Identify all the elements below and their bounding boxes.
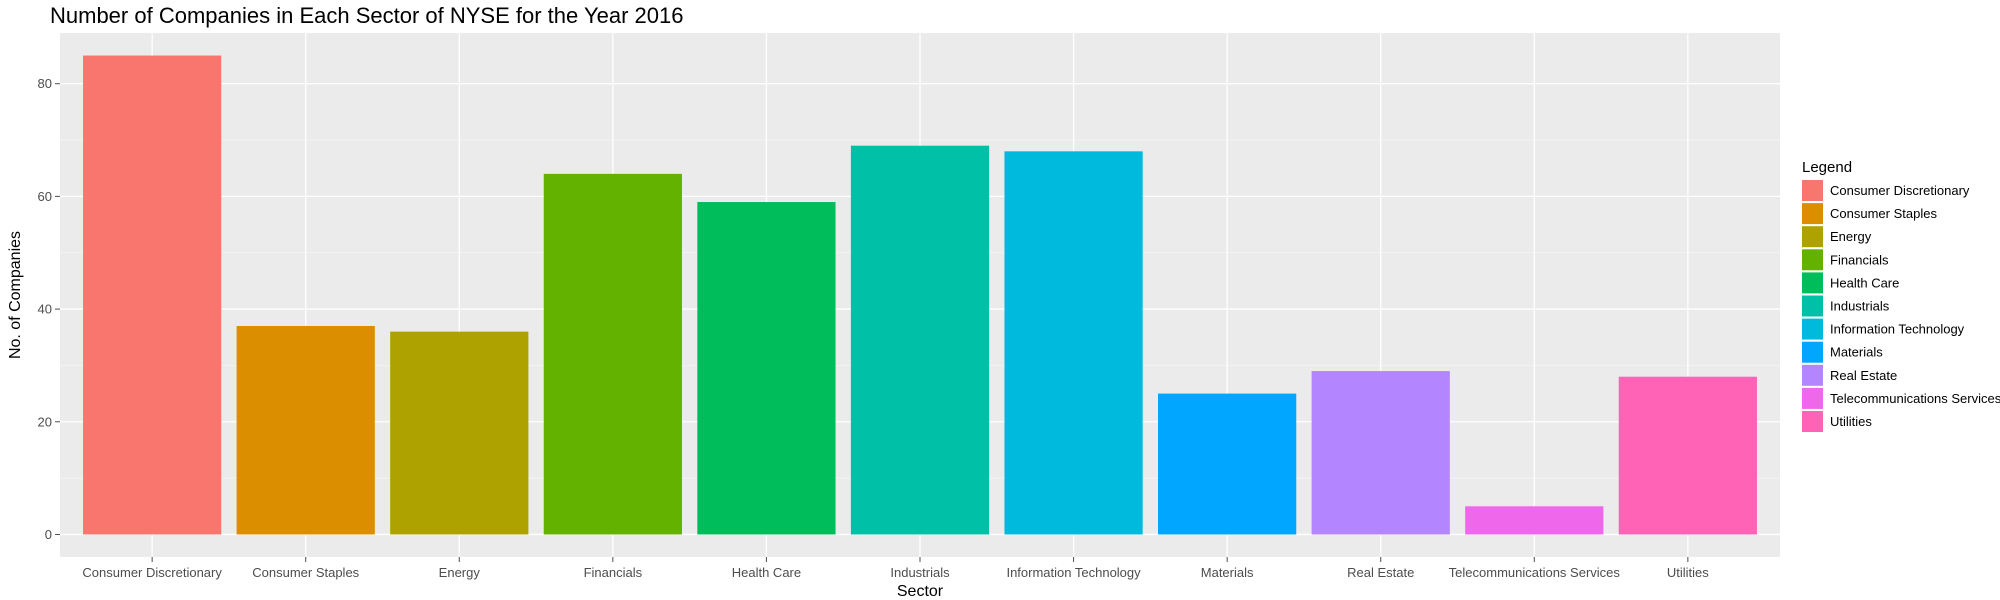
x-tick-label: Materials [1201,565,1254,580]
y-axis-title: No. of Companies [7,231,24,359]
bar [1618,376,1757,535]
legend-label: Health Care [1830,275,1899,290]
bar [236,325,375,535]
legend-key [1802,226,1823,248]
bar [697,202,836,535]
legend-label: Telecommunications Services [1830,391,2000,406]
x-axis: Consumer Discretionary Consumer Staples En… [82,557,1709,580]
y-tick-label: 0 [45,527,52,542]
y-tick-label: 80 [38,76,52,91]
chart-title: Number of Companies in Each Sector of NY… [50,3,683,28]
bar [83,55,222,535]
y-tick-label: 20 [38,414,52,429]
x-tick-label: Energy [439,565,481,580]
legend-key [1802,387,1823,409]
bar [1311,371,1450,535]
bar [1004,151,1143,535]
legend-key [1802,203,1823,225]
legend-key [1802,272,1823,294]
y-tick-label: 40 [38,302,52,317]
legend-label: Industrials [1830,299,1890,314]
bar [1465,506,1604,535]
legend-label: Materials [1830,345,1883,360]
x-tick-label: Utilities [1667,565,1709,580]
legend-label: Real Estate [1830,368,1897,383]
x-tick-label: Health Care [732,565,801,580]
legend-key [1802,341,1823,363]
x-tick-label: Real Estate [1347,565,1414,580]
legend-label: Utilities [1830,414,1872,429]
legend-key [1802,364,1823,386]
x-tick-label: Information Technology [1006,565,1141,580]
bar [1158,393,1297,535]
bar [850,145,990,535]
legend-label: Energy [1830,229,1872,244]
legend-key [1802,180,1823,201]
legend-key [1802,295,1823,317]
x-tick-label: Consumer Staples [252,565,359,580]
legend-label: Consumer Discretionary [1830,183,1970,198]
bar [543,173,682,535]
legend-label: Financials [1830,252,1889,267]
x-tick-label: Telecommunications Services [1449,565,1621,580]
legend-key [1802,318,1823,340]
legend-title: Legend [1802,159,1852,176]
legend-label: Consumer Staples [1830,206,1937,221]
x-axis-title: Sector [897,583,944,600]
y-tick-label: 60 [38,189,52,204]
x-tick-label: Financials [584,565,643,580]
x-tick-label: Industrials [890,565,950,580]
bar [390,331,529,535]
y-axis: 0 20 40 60 80 [38,76,60,542]
legend-key [1802,249,1823,271]
legend-key [1802,411,1823,432]
legend: Legend Consumer Discretionary Consumer St… [1802,159,2000,432]
legend-label: Information Technology [1830,322,1965,337]
x-tick-label: Consumer Discretionary [82,565,222,580]
bars [83,55,1757,535]
